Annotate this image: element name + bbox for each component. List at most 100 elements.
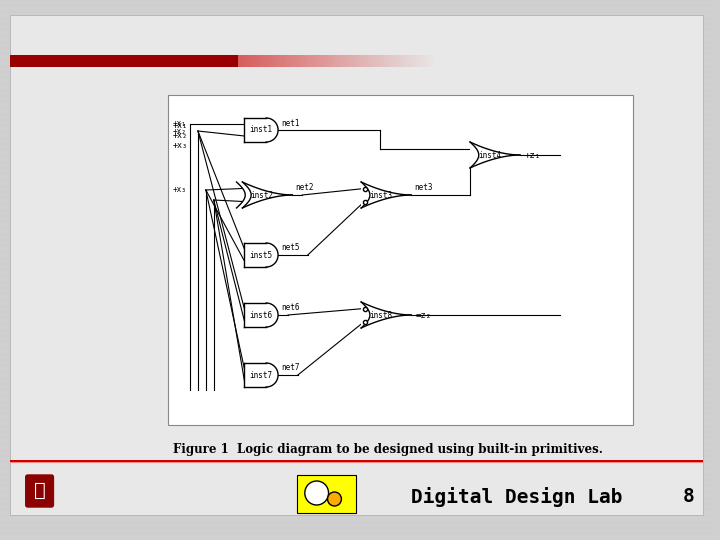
Text: +z₁: +z₁ — [525, 151, 541, 159]
Bar — [360, 55, 362, 67]
Bar — [378, 55, 380, 67]
Polygon shape — [244, 363, 278, 387]
Text: +x₂: +x₂ — [172, 126, 186, 136]
Bar — [281, 55, 283, 67]
Bar — [299, 55, 301, 67]
Text: +x₂: +x₂ — [174, 131, 188, 139]
Polygon shape — [243, 182, 292, 208]
Bar — [261, 55, 264, 67]
Bar — [168, 95, 634, 425]
Bar — [320, 55, 323, 67]
Bar — [422, 55, 423, 67]
Text: inst6: inst6 — [250, 310, 273, 320]
FancyBboxPatch shape — [10, 15, 703, 515]
Bar — [323, 55, 325, 67]
Bar — [428, 55, 429, 67]
Text: +x₁: +x₁ — [174, 120, 188, 130]
Bar — [392, 55, 394, 67]
Bar — [394, 55, 396, 67]
Bar — [433, 55, 436, 67]
Bar — [390, 55, 392, 67]
Text: =z₂: =z₂ — [416, 310, 432, 320]
Polygon shape — [361, 302, 411, 328]
Text: net7: net7 — [281, 363, 300, 373]
Bar — [414, 55, 415, 67]
Bar — [402, 55, 404, 67]
Bar — [346, 55, 348, 67]
Bar — [279, 55, 281, 67]
Bar — [273, 55, 275, 67]
Bar — [264, 55, 265, 67]
Bar — [396, 55, 398, 67]
Bar — [400, 55, 402, 67]
Bar — [348, 55, 351, 67]
Bar — [315, 55, 317, 67]
Bar — [426, 55, 428, 67]
Bar — [289, 55, 291, 67]
Bar — [243, 55, 246, 67]
Text: Figure 1  Logic diagram to be designed using built-in primitives.: Figure 1 Logic diagram to be designed us… — [174, 443, 603, 456]
Text: inst2: inst2 — [251, 191, 274, 199]
Bar — [312, 55, 315, 67]
Bar — [277, 55, 279, 67]
Bar — [253, 55, 256, 67]
Text: net2: net2 — [295, 184, 314, 192]
Bar — [285, 55, 287, 67]
Polygon shape — [244, 243, 278, 267]
Bar — [404, 55, 406, 67]
Bar — [325, 55, 327, 67]
Bar — [305, 55, 307, 67]
Bar — [351, 55, 352, 67]
Bar — [374, 55, 376, 67]
Text: inst3: inst3 — [369, 191, 392, 199]
Bar — [420, 55, 422, 67]
Bar — [364, 55, 366, 67]
Bar — [352, 55, 354, 67]
Bar — [251, 55, 253, 67]
Bar — [267, 55, 269, 67]
Polygon shape — [244, 303, 278, 327]
Bar — [257, 55, 259, 67]
Text: inst4: inst4 — [478, 151, 501, 159]
Bar — [301, 55, 303, 67]
Circle shape — [305, 481, 328, 505]
Bar — [10, 460, 703, 462]
Text: net3: net3 — [414, 184, 433, 192]
Bar — [368, 55, 370, 67]
Bar — [309, 55, 311, 67]
Bar — [366, 55, 368, 67]
Bar — [412, 55, 414, 67]
Bar — [293, 55, 295, 67]
Bar — [431, 55, 433, 67]
Bar — [338, 55, 341, 67]
Text: inst5: inst5 — [250, 251, 273, 260]
Bar — [271, 55, 273, 67]
Bar — [372, 55, 374, 67]
Bar — [344, 55, 346, 67]
Bar — [269, 55, 271, 67]
Bar — [311, 55, 312, 67]
Bar — [307, 55, 309, 67]
Bar — [297, 475, 356, 513]
Bar — [356, 55, 359, 67]
Bar — [265, 55, 267, 67]
Text: inst8: inst8 — [369, 310, 392, 320]
Bar — [303, 55, 305, 67]
Text: Digital Design Lab: Digital Design Lab — [410, 487, 622, 507]
Bar — [341, 55, 343, 67]
Bar — [359, 55, 360, 67]
Bar — [10, 55, 238, 67]
Bar — [249, 55, 251, 67]
Circle shape — [328, 492, 341, 506]
Bar — [256, 55, 257, 67]
Text: 8: 8 — [683, 488, 695, 507]
Bar — [248, 55, 249, 67]
Text: inst7: inst7 — [250, 370, 273, 380]
Text: ⛨: ⛨ — [34, 481, 45, 500]
Polygon shape — [361, 182, 411, 208]
Bar — [238, 55, 240, 67]
Bar — [328, 55, 330, 67]
Text: net5: net5 — [281, 244, 300, 253]
Bar — [398, 55, 400, 67]
Bar — [283, 55, 285, 67]
